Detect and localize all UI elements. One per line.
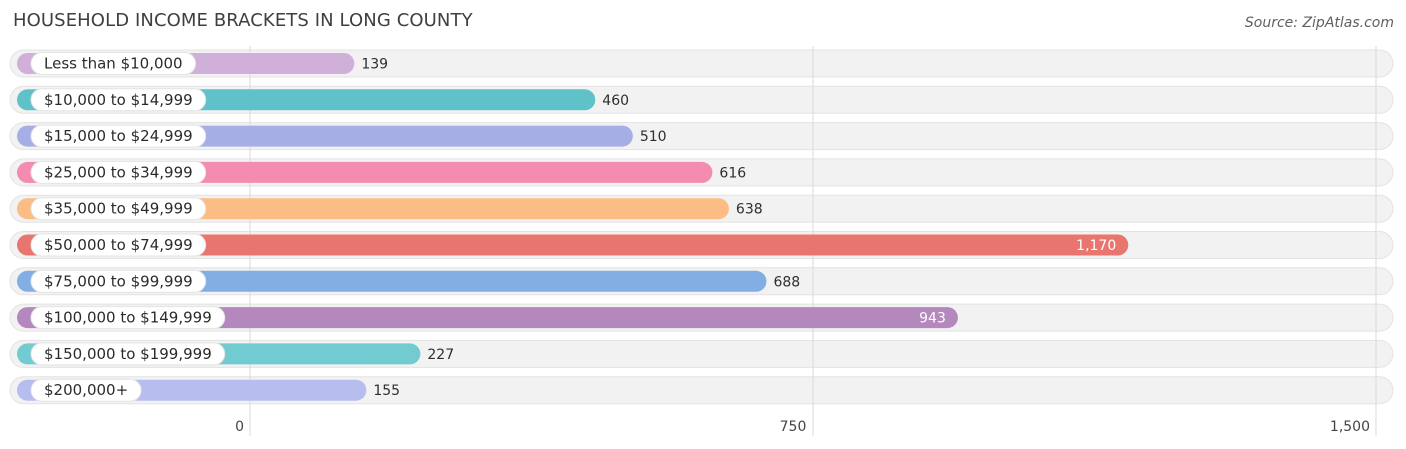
category-label-pill — [30, 269, 207, 293]
x-tick-label: 0 — [235, 419, 244, 435]
value-label: 616 — [719, 165, 746, 181]
category-label: $50,000 to $74,999 — [44, 236, 193, 254]
category-label: $200,000+ — [44, 381, 128, 399]
category-label: $15,000 to $24,999 — [44, 127, 193, 145]
category-label: $10,000 to $14,999 — [44, 91, 193, 109]
value-label: 155 — [373, 383, 400, 399]
value-label: 139 — [361, 57, 388, 73]
value-label: 943 — [919, 311, 946, 327]
category-label-pill — [30, 378, 142, 402]
category-label-pill — [30, 160, 207, 184]
value-label: 227 — [427, 347, 454, 363]
category-label-pill — [30, 88, 207, 112]
value-label: 460 — [602, 93, 629, 109]
category-label-pill — [30, 342, 226, 366]
category-label-pill — [30, 124, 207, 148]
category-label-pill — [30, 52, 197, 75]
x-tick-label: 1,500 — [1330, 419, 1370, 435]
bar — [17, 307, 958, 329]
category-label: $100,000 to $149,999 — [44, 309, 212, 327]
bar — [17, 234, 1129, 256]
category-label-pill — [30, 233, 207, 257]
category-label-pill — [30, 306, 226, 330]
x-tick-label: 750 — [780, 419, 807, 435]
category-label: $150,000 to $199,999 — [44, 345, 212, 363]
category-label: $25,000 to $34,999 — [44, 163, 193, 181]
value-label: 688 — [773, 274, 800, 290]
chart-source: Source: ZipAtlas.com — [1244, 15, 1394, 31]
category-label: $75,000 to $99,999 — [44, 272, 193, 290]
category-label-pill — [30, 197, 207, 221]
category-label: Less than $10,000 — [44, 55, 183, 73]
value-label: 1,170 — [1076, 238, 1116, 254]
category-label: $35,000 to $49,999 — [44, 200, 193, 218]
value-label: 510 — [640, 129, 667, 145]
chart-title: HOUSEHOLD INCOME BRACKETS IN LONG COUNTY — [13, 10, 473, 31]
value-label: 638 — [736, 202, 763, 218]
bar-track — [9, 49, 1394, 78]
